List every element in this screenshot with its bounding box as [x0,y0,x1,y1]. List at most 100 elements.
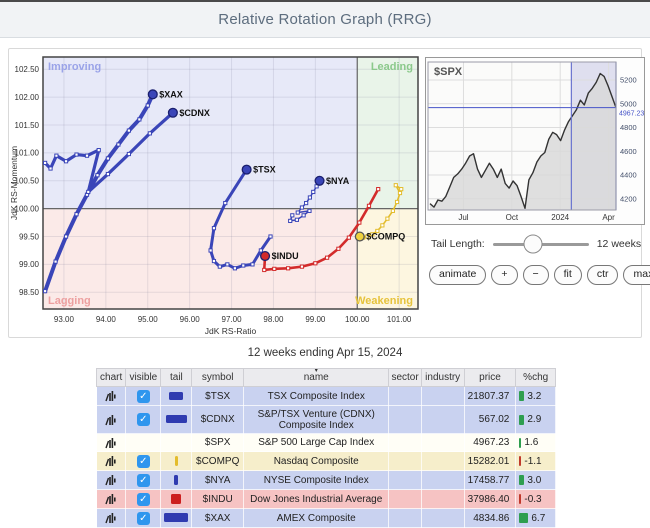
visible-checkbox-checked[interactable]: ✓ [136,511,150,525]
chart-link-cell[interactable] [96,489,127,509]
table-row-nya: ✓ $NYA NYSE Composite Index 17458.77 3.0 [96,470,556,490]
column-header-name[interactable]: name ▾ [242,368,390,387]
tail-color-swatch[interactable] [171,493,182,504]
tail-color-swatch[interactable] [169,391,184,400]
pct-change-value: -0.3 [524,493,542,505]
svg-text:2024: 2024 [551,213,569,222]
visible-cell[interactable]: ✓ [125,405,162,434]
fit-button[interactable]: fit [553,265,582,285]
column-header-chart[interactable]: chart [95,368,127,387]
spx-mini-chart-panel: 5200 5000 4800 4600 4400 4200 4967.23 Jul Oct 202… [425,57,645,225]
tail-color-swatch[interactable] [174,474,179,485]
sector-cell [388,508,422,528]
visible-cell[interactable]: ✓ [125,451,162,471]
pct-change-cell: 3.2 [515,386,556,406]
visible-checkbox-checked[interactable]: ✓ [136,492,150,506]
max-button[interactable]: max [623,265,650,285]
tail-length-slider-knob[interactable] [523,234,543,254]
industry-cell [421,433,465,452]
industry-cell [421,451,465,471]
pct-change-cell: 2.9 [515,405,556,434]
svg-text:96.00: 96.00 [180,315,201,324]
tail-cell[interactable] [160,405,193,434]
animate-button[interactable]: animate [429,265,487,285]
pct-change-cell: -0.3 [515,489,556,509]
quadrant-label-weakening: Weakening [355,295,413,307]
change-up-bar-icon [519,391,525,401]
visible-cell[interactable]: ✓ [125,489,162,509]
change-down-bar-icon [519,456,522,466]
tail-cell[interactable] [160,489,193,509]
chart-link-cell[interactable] [96,470,127,490]
svg-text:98.00: 98.00 [263,315,284,324]
pct-change-value: 6.7 [531,512,546,524]
tail-length-value: 12 weeks [596,238,642,250]
chart-link-cell[interactable] [96,433,127,452]
visible-cell[interactable]: ✓ [125,470,162,490]
svg-text:94.00: 94.00 [96,315,117,324]
visible-checkbox-checked[interactable]: ✓ [136,473,150,487]
svg-text:4200: 4200 [620,194,637,203]
tail-cell[interactable] [160,470,193,490]
visible-cell[interactable] [125,433,162,452]
tail-color-swatch[interactable] [164,513,189,523]
industry-cell [421,386,465,406]
dot-compq [354,231,365,242]
ctr-button[interactable]: ctr [586,265,619,285]
svg-text:97.00: 97.00 [222,315,243,324]
visible-checkbox-checked[interactable]: ✓ [136,454,150,468]
table-row-indu: ✓ $INDU Dow Jones Industrial Average 37986.… [96,489,556,509]
table-row-spx: $SPX S&P 500 Large Cap Index 4967.23 1.6 [96,433,556,452]
tail-color-swatch[interactable] [165,415,187,424]
price-cell: 567.02 [464,405,517,434]
visible-checkbox-checked[interactable]: ✓ [136,413,150,426]
zoom-out-button[interactable]: − [522,265,549,285]
dot-indu [260,250,271,262]
spx-price-line [429,72,617,209]
tail-length-slider[interactable] [492,234,589,254]
visible-cell[interactable]: ✓ [125,508,162,528]
tail-cell[interactable] [160,433,193,452]
dot-nya [314,175,325,186]
chart-link-cell[interactable] [96,508,127,528]
summary-date-line: 12 weeks ending Apr 15, 2024 [247,347,403,359]
tail-cell[interactable] [160,386,193,406]
name-cell: AMEX Composite [243,508,390,528]
chart-link-cell[interactable] [96,386,127,406]
symbol-cell: $CDNX [191,405,244,434]
chart-link-cell[interactable] [96,405,127,434]
mini-chart-icon [105,414,116,425]
visible-cell[interactable]: ✓ [125,386,162,406]
visible-checkbox-checked[interactable]: ✓ [136,389,150,403]
dot-cdnx [167,107,178,118]
zoom-in-button[interactable]: + [491,265,518,285]
svg-text:98.50: 98.50 [19,288,40,297]
change-down-bar-icon [519,494,522,504]
series-label-tsx: $TSX [253,165,276,175]
svg-text:4400: 4400 [620,171,637,180]
tail-cell[interactable] [160,451,193,471]
column-header-industry[interactable]: industry [420,368,465,387]
column-header-price[interactable]: price [463,368,517,387]
tail-color-swatch[interactable] [174,455,178,466]
chart-link-cell[interactable] [96,451,127,471]
index-table: chart visible tail symbol name ▾ sector industr… [95,368,556,528]
pct-change-value: 3.0 [527,474,542,486]
symbol-cell: $INDU [191,489,244,509]
quadrant-label-improving: Improving [48,61,101,73]
column-header-tail[interactable]: tail [160,368,193,387]
industry-cell [421,470,465,490]
column-header-visible[interactable]: visible [125,368,162,387]
pct-change-cell: 6.7 [515,508,556,528]
tail-cell[interactable] [160,508,193,528]
mini-chart-icon [105,437,116,448]
column-header-sector[interactable]: sector [388,368,422,387]
svg-text:100.50: 100.50 [15,177,40,186]
svg-text:102.50: 102.50 [15,65,40,74]
name-cell: Dow Jones Industrial Average [243,489,390,509]
spx-panel-title: $SPX [434,66,463,78]
column-header-symbol[interactable]: symbol [191,368,244,387]
svg-text:99.00: 99.00 [305,315,326,324]
tail-cdnx [43,111,175,194]
column-header-chg[interactable]: %chg [515,368,556,387]
